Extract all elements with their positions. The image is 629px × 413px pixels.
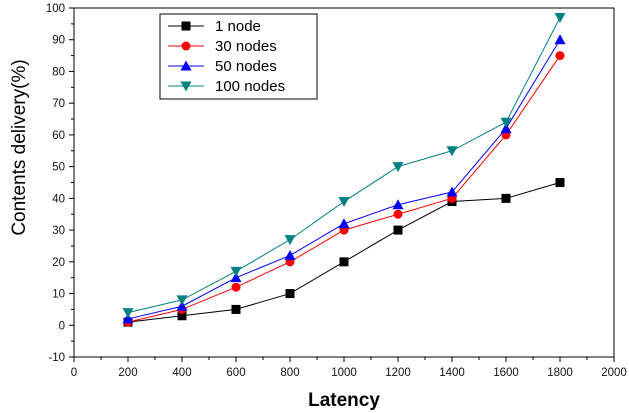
data-point <box>554 13 566 24</box>
y-tick-label: -10 <box>48 352 65 364</box>
data-point <box>338 197 350 208</box>
y-tick-label: 50 <box>52 162 65 174</box>
data-point <box>230 272 242 283</box>
data-point <box>500 123 512 134</box>
legend-label: 100 nodes <box>215 78 285 95</box>
y-axis-title: Contents delivery(%) <box>9 59 30 235</box>
data-point <box>393 209 403 219</box>
axes: 0 200 400 600 800 1000 1200 1400 1600 1800 2000-10… <box>46 3 627 379</box>
legend-marker <box>181 41 191 51</box>
x-axis-title: Latency <box>308 390 380 411</box>
data-point <box>555 178 565 187</box>
x-tick-label: 800 <box>280 367 299 379</box>
data-point <box>392 199 404 210</box>
legend-marker <box>180 81 192 92</box>
y-tick-label: 70 <box>52 98 65 110</box>
data-point <box>230 266 242 277</box>
data-point <box>446 146 458 157</box>
x-tick-label: 1600 <box>493 367 519 379</box>
data-point <box>446 186 458 197</box>
data-point <box>285 289 295 299</box>
legend-label: 30 nodes <box>215 38 277 55</box>
data-point <box>501 193 511 203</box>
data-point <box>284 249 296 260</box>
legend-marker <box>180 60 192 71</box>
data-point <box>231 304 241 314</box>
legend-item: 100 nodes <box>168 78 285 95</box>
data-point <box>176 300 188 311</box>
y-tick-label: 0 <box>59 320 65 332</box>
data-point <box>177 311 187 321</box>
x-tick-label: 200 <box>118 367 137 379</box>
data-point <box>284 235 296 246</box>
data-point <box>339 257 349 267</box>
data-point <box>122 308 134 319</box>
plot-frame <box>73 7 615 358</box>
data-point <box>554 34 566 45</box>
y-tick-label: 10 <box>52 289 65 301</box>
y-tick-label: 20 <box>52 257 65 269</box>
x-tick-label: 400 <box>172 367 191 379</box>
y-tick-label: 80 <box>52 66 65 78</box>
x-tick-label: 0 <box>71 367 77 379</box>
data-point <box>176 295 188 306</box>
x-tick-label: 1200 <box>385 367 411 379</box>
legend-label: 50 nodes <box>215 58 277 75</box>
legend-item: 30 nodes <box>168 38 277 55</box>
legend-label: 1 node <box>215 18 261 35</box>
y-tick-label: 40 <box>52 193 65 205</box>
x-tick-label: 600 <box>226 367 245 379</box>
data-point <box>555 51 565 61</box>
y-tick-label: 100 <box>46 3 65 15</box>
legend-item: 50 nodes <box>168 58 277 75</box>
legend-item: 1 node <box>168 18 261 35</box>
legend: 1 node 30 nodes 50 nodes 100 nodes <box>159 13 318 100</box>
data-point <box>500 117 512 128</box>
data-point <box>338 218 350 229</box>
data-point <box>231 282 241 292</box>
x-tick-label: 1000 <box>331 367 357 379</box>
data-point <box>393 225 403 235</box>
series-layer <box>122 13 566 327</box>
series-100-nodes <box>122 13 566 319</box>
x-tick-label: 1400 <box>439 367 465 379</box>
legend-marker <box>181 21 191 31</box>
data-point <box>122 313 134 324</box>
data-point <box>392 162 404 173</box>
y-tick-label: 30 <box>52 225 65 237</box>
x-tick-label: 1800 <box>547 367 573 379</box>
y-tick-label: 90 <box>52 35 65 47</box>
y-tick-label: 60 <box>52 130 65 142</box>
x-tick-label: 2000 <box>601 367 627 379</box>
series-50-nodes <box>122 34 566 324</box>
